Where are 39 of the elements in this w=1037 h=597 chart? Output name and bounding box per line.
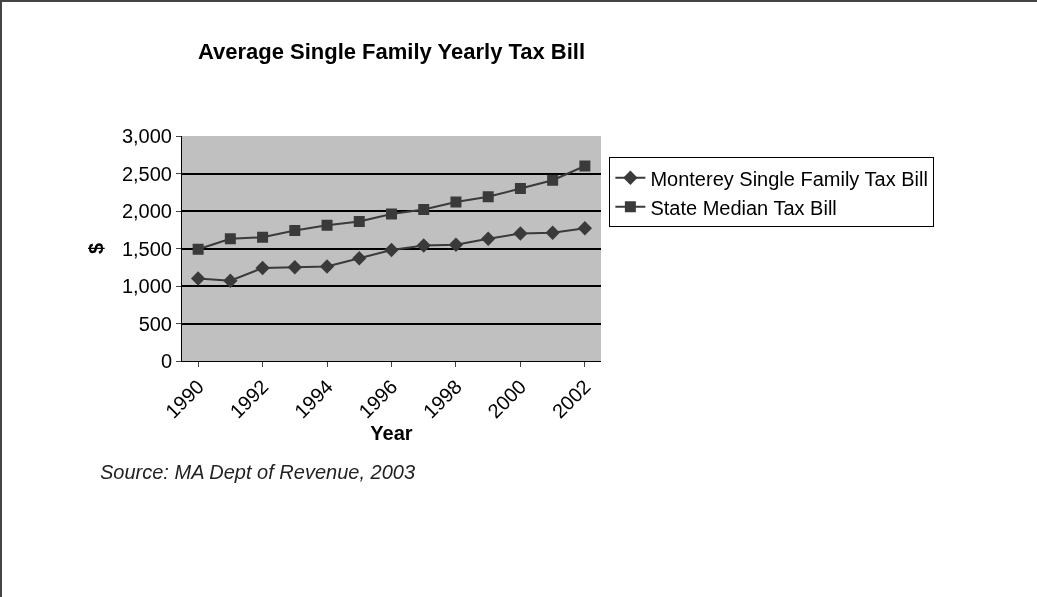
point xyxy=(224,233,236,245)
y-tick-label: 0 xyxy=(160,350,172,372)
point xyxy=(190,271,206,286)
y-tick-label: 500 xyxy=(138,312,172,335)
chart-title: Average Single Family Yearly Tax Bill xyxy=(197,39,586,65)
y-tick-label: 1,000 xyxy=(121,275,172,297)
point xyxy=(416,238,431,253)
point xyxy=(257,231,269,243)
point xyxy=(289,225,301,236)
point xyxy=(577,221,593,236)
point xyxy=(287,260,302,275)
point xyxy=(547,174,559,186)
point xyxy=(448,237,464,252)
y-tick-label: 1,500 xyxy=(121,237,172,260)
point xyxy=(352,251,367,266)
point xyxy=(255,260,270,276)
x-axis-title: Year xyxy=(370,422,413,445)
point xyxy=(579,160,591,172)
y-tick-label: 2,000 xyxy=(121,200,172,222)
y-tick-label: 3,000 xyxy=(121,125,172,147)
point xyxy=(450,196,462,208)
point xyxy=(192,243,204,255)
y-tick-label: 2,500 xyxy=(121,162,172,185)
source-note: Source: MA Dept of Revenue, 2003 xyxy=(100,461,415,483)
point xyxy=(513,226,528,241)
point xyxy=(353,216,365,227)
point xyxy=(319,259,335,274)
point xyxy=(514,183,526,194)
point xyxy=(321,219,333,231)
point xyxy=(223,273,238,288)
point xyxy=(545,225,560,240)
point xyxy=(482,191,494,203)
point xyxy=(386,208,397,220)
point xyxy=(384,242,399,258)
point xyxy=(418,204,430,215)
legend-label: State Median Tax Bill xyxy=(650,196,837,219)
point xyxy=(481,231,496,246)
y-axis-title: $ xyxy=(85,242,108,255)
legend-label: Monterey Single Family Tax Bill xyxy=(650,167,928,190)
